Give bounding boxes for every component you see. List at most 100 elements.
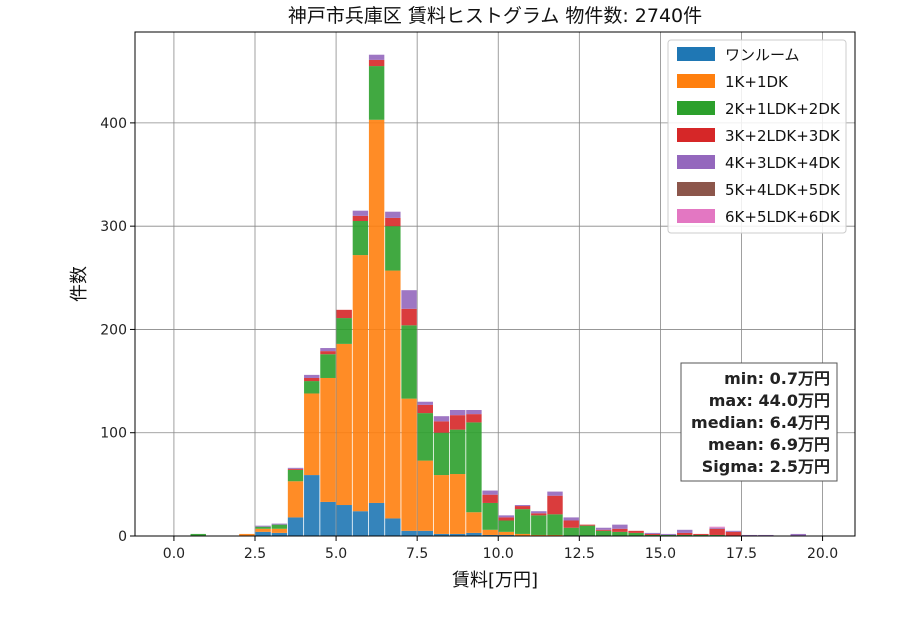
histogram-bar (466, 410, 482, 415)
y-tick-label: 100 (100, 426, 127, 442)
histogram-bar (352, 511, 369, 536)
histogram-bar (628, 530, 644, 533)
legend-swatch (677, 209, 715, 223)
histogram-bar (514, 505, 531, 507)
histogram-bar (352, 221, 369, 256)
histogram-bar (612, 531, 628, 536)
histogram-bar (677, 529, 693, 533)
histogram-bar (514, 509, 531, 534)
histogram-bar (368, 66, 385, 120)
legend-label: ワンルーム (725, 46, 800, 64)
histogram-bar (433, 533, 450, 536)
histogram-bar (417, 460, 433, 531)
histogram-bar (271, 524, 288, 529)
histogram-bar (271, 523, 288, 525)
histogram-bar (563, 527, 579, 536)
x-axis-label: 賃料[万円] (452, 570, 538, 591)
histogram-bar (336, 318, 352, 344)
histogram-bar (466, 532, 482, 536)
histogram-bar (433, 421, 450, 433)
histogram-bar (304, 393, 320, 476)
histogram-bar (304, 374, 320, 378)
histogram-bar (320, 377, 336, 502)
x-tick-label: 20.0 (807, 546, 838, 562)
histogram-bar (417, 401, 433, 405)
histogram-bar (595, 530, 612, 536)
x-tick-label: 15.0 (645, 546, 676, 562)
histogram-bar (612, 524, 628, 529)
histogram-bar (304, 475, 320, 536)
x-tick-label: 0.0 (163, 546, 185, 562)
histogram-bar (368, 59, 385, 67)
histogram-bar (433, 432, 450, 476)
histogram-bar (660, 534, 677, 536)
histogram-bar (709, 528, 725, 535)
histogram-bar (595, 529, 612, 531)
histogram-bar (498, 515, 515, 518)
histogram-bar (336, 309, 352, 319)
histogram-bar (385, 270, 401, 519)
y-tick-label: 400 (100, 116, 127, 132)
histogram-bar (547, 495, 563, 515)
histogram-bar (287, 517, 304, 536)
stat-median: median: 6.4万円 (691, 413, 830, 432)
histogram-bar (255, 528, 271, 532)
histogram-bar (644, 532, 661, 534)
histogram-bar (514, 533, 531, 536)
histogram-bar (498, 531, 515, 535)
histogram-bar (433, 416, 450, 422)
histogram-bar (466, 414, 482, 423)
histogram-bar (368, 502, 385, 536)
histogram-bar (433, 475, 450, 534)
histogram-bar (385, 226, 401, 271)
histogram-bar (612, 528, 628, 532)
histogram-bar (579, 525, 596, 536)
histogram-bar (725, 531, 742, 536)
stats-box-frame (680, 362, 838, 482)
histogram-bar (660, 533, 677, 535)
histogram-bar (401, 325, 417, 399)
histogram-bar (255, 531, 271, 536)
histogram-bar (595, 527, 612, 530)
legend-swatch (677, 47, 715, 61)
histogram-bar (385, 211, 401, 218)
legend: ワンルーム 1K+1DK 2K+1LDK+2DK 3K+2LDK+3DK 4K+3LDK… (667, 39, 847, 234)
x-tick-label: 7.5 (406, 546, 428, 562)
histogram-bar (368, 54, 385, 60)
histogram-bar (385, 518, 401, 536)
histogram-bar (677, 532, 693, 535)
x-axis-ticks: 0.0 2.5 5.0 7.5 10.0 12.5 15.0 17.5 20.0 (163, 536, 838, 562)
legend-label: 5K+4LDK+5DK (725, 181, 841, 199)
legend-label: 2K+1LDK+2DK (725, 100, 841, 118)
histogram-bar (401, 398, 417, 531)
stat-sigma: Sigma: 2.5万円 (702, 457, 830, 476)
histogram-bar (758, 534, 774, 536)
histogram-bar (336, 343, 352, 506)
histogram-bar (352, 210, 369, 216)
histogram-bar (417, 404, 433, 414)
histogram-bar (449, 410, 466, 416)
histogram-bar (514, 506, 531, 510)
histogram-bar (320, 354, 336, 378)
histogram-bar (336, 505, 352, 536)
histogram-bar (482, 502, 498, 530)
histogram-bar (255, 526, 271, 529)
x-tick-label: 12.5 (564, 546, 595, 562)
histogram-bar (498, 534, 515, 536)
histogram-bar (547, 514, 563, 535)
legend-swatch (677, 155, 715, 169)
y-tick-label: 300 (100, 219, 127, 235)
histogram-bar (466, 512, 482, 533)
y-axis-ticks: 0 100 200 300 400 (100, 116, 135, 545)
legend-swatch (677, 128, 715, 142)
x-tick-label: 5.0 (325, 546, 347, 562)
histogram-bar (563, 520, 579, 528)
stats-box: min: 0.7万円 max: 44.0万円 median: 6.4万円 mea… (680, 362, 838, 482)
histogram-bar (482, 490, 498, 495)
histogram-bar (320, 501, 336, 536)
histogram-bar (531, 515, 547, 535)
histogram-bar (466, 422, 482, 513)
histogram-bar (401, 290, 417, 309)
histogram-bar (725, 530, 742, 532)
